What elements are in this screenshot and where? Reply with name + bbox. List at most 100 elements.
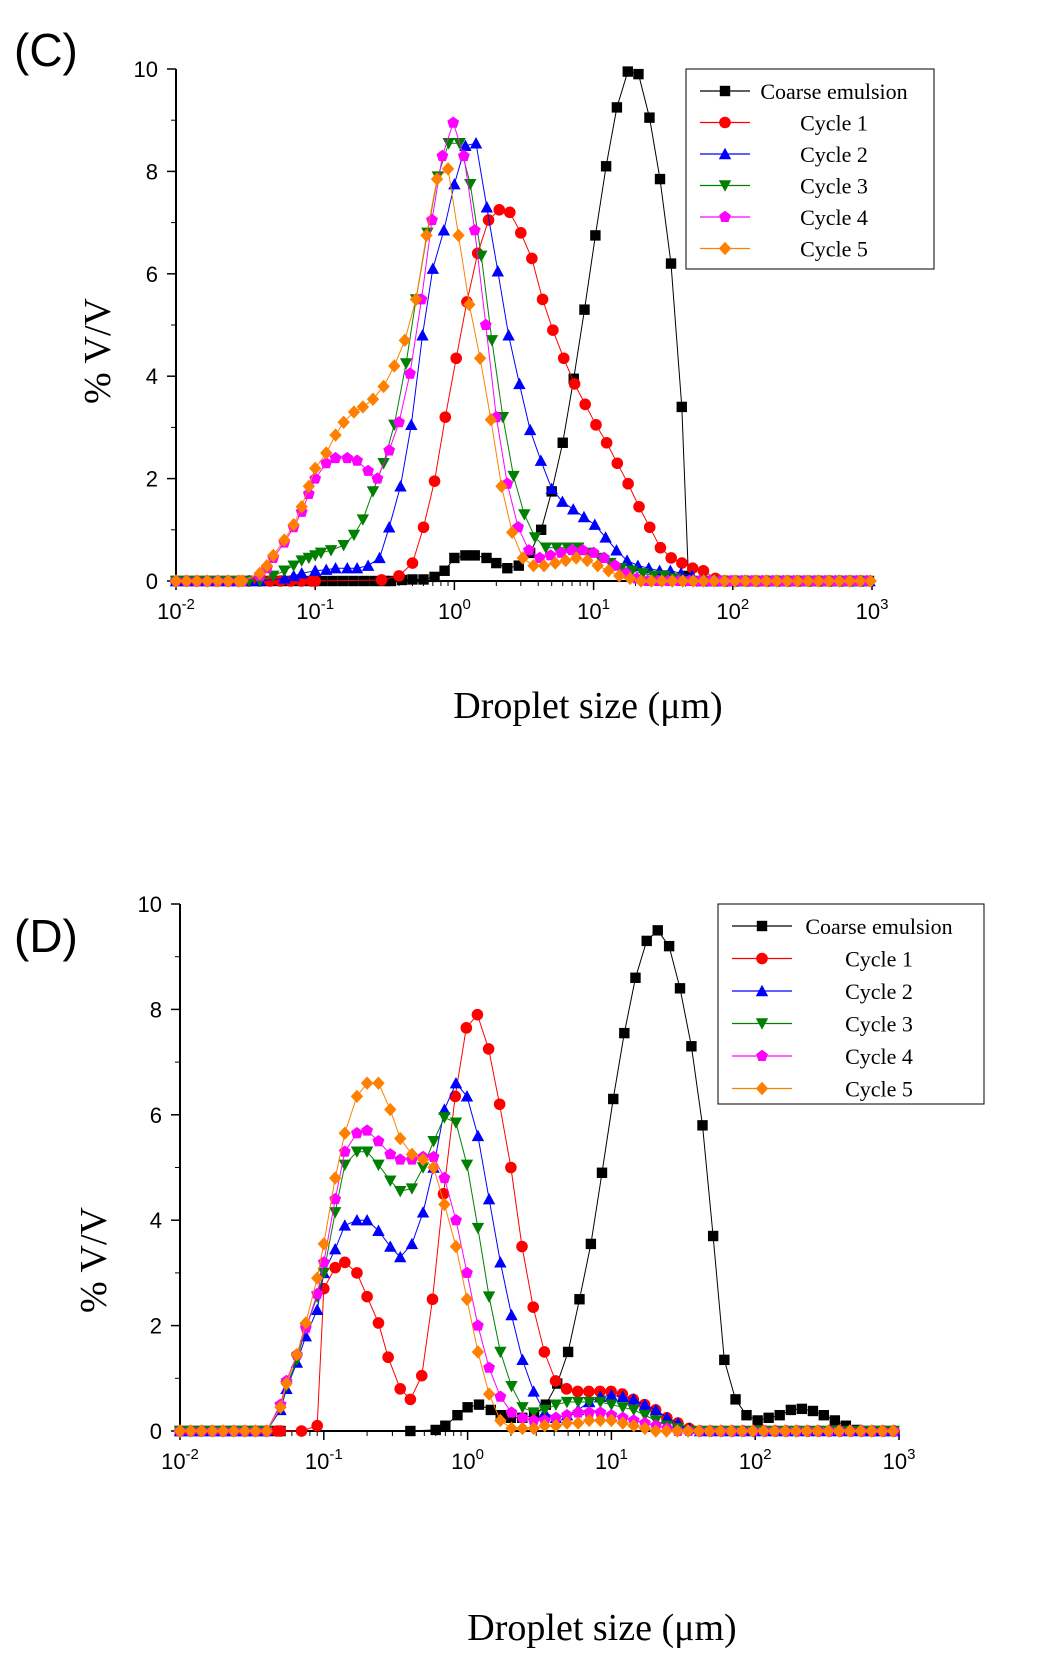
data-point	[832, 1424, 846, 1438]
data-point	[549, 1419, 563, 1433]
data-point	[619, 1027, 630, 1039]
data-point	[372, 1135, 385, 1147]
data-point	[450, 352, 462, 365]
x-tick-label: 10-2	[157, 596, 195, 624]
data-point	[560, 1416, 574, 1430]
legend-item: Cycle 1	[700, 111, 868, 136]
data-point	[686, 574, 700, 588]
data-point	[843, 1424, 857, 1438]
data-point	[384, 1240, 397, 1252]
data-point	[671, 1424, 684, 1438]
data-point	[302, 552, 316, 565]
data-point	[611, 457, 624, 470]
data-point	[393, 570, 405, 582]
data-point	[594, 1413, 607, 1428]
x-tick-base: 10	[883, 1449, 907, 1474]
legend-label: Cycle 3	[800, 174, 868, 199]
data-point	[735, 1424, 749, 1438]
data-point	[173, 1424, 187, 1438]
data-point	[405, 1237, 419, 1250]
data-point	[505, 1412, 517, 1424]
data-point	[507, 470, 520, 483]
data-point	[610, 544, 623, 556]
data-point	[602, 564, 615, 578]
panel-label: (D)	[14, 910, 78, 962]
legend-marker	[756, 952, 768, 965]
x-tick-base: 10	[577, 599, 601, 624]
data-point	[611, 102, 623, 113]
data-point	[570, 551, 583, 565]
legend-marker	[719, 210, 731, 222]
panel-label: (C)	[14, 24, 78, 76]
data-point	[768, 1424, 781, 1438]
data-point	[347, 529, 361, 542]
data-point	[562, 1346, 574, 1358]
data-point	[707, 574, 721, 588]
data-point	[404, 1393, 417, 1406]
data-point	[356, 400, 370, 414]
data-point	[347, 405, 361, 419]
series-layer	[169, 66, 877, 588]
legend-marker	[718, 180, 732, 192]
data-point	[328, 1171, 342, 1185]
y-tick-label: 8	[150, 997, 162, 1022]
data-point	[752, 1415, 763, 1426]
data-point	[442, 138, 455, 150]
data-point	[406, 557, 419, 569]
data-point	[822, 1424, 835, 1438]
data-point	[591, 558, 604, 573]
data-point	[429, 571, 440, 583]
data-point	[789, 1424, 803, 1438]
data-point	[372, 1076, 385, 1090]
data-point	[622, 477, 634, 490]
y-tick-label: 2	[146, 467, 158, 492]
data-point	[360, 1214, 374, 1226]
legend-item: Coarse emulsion	[700, 79, 908, 104]
data-point	[405, 1183, 419, 1195]
legend-item: Cycle 3	[700, 174, 868, 199]
data-point	[361, 559, 375, 571]
data-point	[666, 574, 679, 588]
data-point	[555, 546, 568, 558]
data-point	[278, 572, 291, 584]
y-tick-label: 4	[146, 364, 158, 389]
data-point	[585, 1238, 597, 1250]
data-point	[550, 542, 563, 554]
data-point	[452, 1409, 463, 1421]
data-point	[328, 1242, 342, 1255]
data-point	[338, 1159, 352, 1172]
data-point	[527, 1407, 540, 1419]
data-point	[703, 1424, 716, 1438]
data-point	[800, 1424, 813, 1438]
data-point	[559, 553, 572, 568]
data-point	[201, 574, 214, 588]
data-point	[416, 1152, 430, 1167]
data-point	[437, 224, 451, 236]
data-point	[571, 1416, 585, 1430]
data-point	[634, 574, 648, 588]
legend-item: Coarse emulsion	[732, 914, 953, 939]
data-point	[405, 1147, 419, 1162]
data-point	[746, 1424, 759, 1438]
legend-label: Cycle 1	[800, 111, 868, 136]
data-point	[658, 570, 671, 583]
data-point	[534, 454, 548, 466]
data-point	[382, 521, 396, 533]
data-point	[418, 574, 429, 585]
legend-label: Cycle 2	[845, 979, 913, 1004]
data-point	[320, 457, 333, 469]
data-point	[366, 392, 380, 406]
data-point	[295, 1425, 308, 1437]
y-tick-label: 10	[134, 57, 158, 82]
data-point	[556, 495, 569, 507]
x-tick-base: 10	[595, 1449, 619, 1474]
data-point	[449, 1076, 463, 1089]
data-point	[644, 112, 655, 123]
data-point	[473, 1399, 485, 1410]
data-point	[372, 1317, 385, 1329]
data-point	[350, 562, 364, 574]
legend-label: Cycle 2	[800, 142, 868, 167]
data-point	[649, 1424, 662, 1438]
